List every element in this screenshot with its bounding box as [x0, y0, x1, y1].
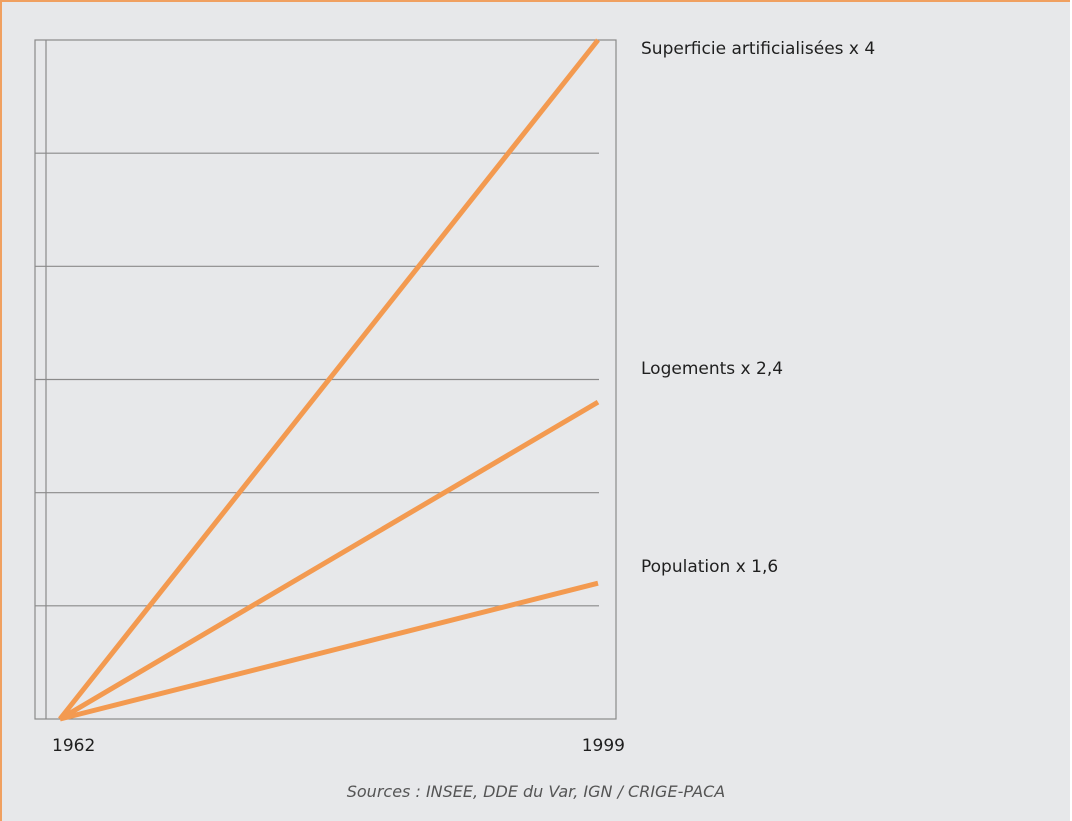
- plot-border: [34, 39, 617, 720]
- series-lines: [58, 38, 600, 722]
- series-labels: Superficie artificialisées x 4 Logements …: [641, 39, 875, 577]
- series-line: [59, 580, 599, 722]
- source-note: Sources : INSEE, DDE du Var, IGN / CRIGE…: [346, 782, 726, 801]
- series-label: Superficie artificialisées x 4: [641, 39, 875, 59]
- series-label: Population x 1,6: [641, 557, 778, 577]
- grid-lines: [35, 152, 599, 607]
- x-tick-label: 1962: [52, 736, 95, 756]
- series-line: [58, 399, 600, 722]
- x-axis-ticks: 1962 1999: [52, 736, 625, 756]
- series-line: [58, 38, 600, 721]
- plot-frame: [34, 39, 617, 720]
- x-tick-label: 1999: [582, 736, 625, 756]
- series-label: Logements x 2,4: [641, 359, 783, 379]
